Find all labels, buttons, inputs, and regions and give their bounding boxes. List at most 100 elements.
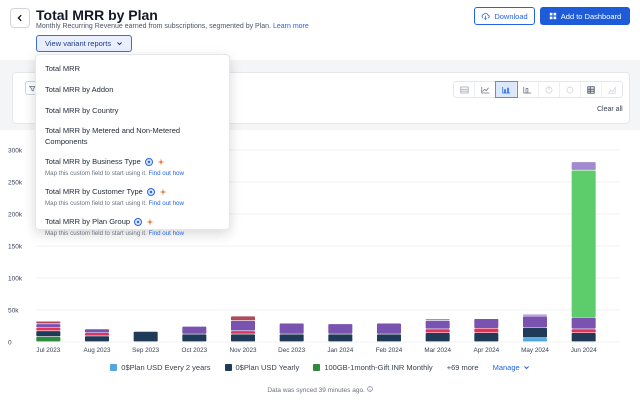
- sync-text: Data was synced 39 minutes ago.: [267, 387, 365, 394]
- add-to-dashboard-label: Add to Dashboard: [560, 11, 622, 21]
- x-tick-label: Nov 2023: [230, 347, 257, 354]
- legend-swatch: [313, 363, 321, 371]
- bar-segment: [85, 336, 109, 342]
- legend-label: 0$Plan USD Every 2 years: [121, 362, 211, 372]
- bar-segment: [85, 333, 109, 336]
- area-chart-icon: [608, 85, 616, 94]
- learn-more-link[interactable]: Learn more: [272, 23, 309, 30]
- x-tick-label: Aug 2023: [84, 347, 111, 354]
- chart-type-pie[interactable]: [539, 82, 560, 97]
- x-tick-label: Mar 2024: [424, 347, 451, 354]
- x-tick-label: Feb 2024: [376, 347, 403, 354]
- menu-item-hint: Map this custom field to start using it.…: [45, 169, 220, 178]
- chart-type-bar[interactable]: [517, 82, 539, 97]
- find-out-how-link[interactable]: Find out how: [148, 200, 184, 207]
- bar-segment: [182, 334, 207, 342]
- menu-item-by-country[interactable]: Total MRR by Country: [36, 101, 229, 122]
- y-tick-label: 100k: [8, 276, 23, 283]
- sparkle-icon: [159, 187, 167, 196]
- manage-legend-button[interactable]: Manage: [493, 363, 530, 372]
- find-out-how-link[interactable]: Find out how: [148, 230, 184, 237]
- legend-swatch: [110, 363, 118, 371]
- bar-segment: [36, 321, 61, 324]
- x-tick-label: Oct 2023: [182, 347, 208, 354]
- x-tick-label: Jul 2023: [36, 347, 60, 354]
- line-chart-icon: [481, 86, 489, 93]
- bar-chart-icon: [523, 86, 532, 93]
- menu-item-total-mrr[interactable]: Total MRR: [36, 58, 229, 80]
- back-button[interactable]: [10, 8, 30, 28]
- x-tick-label: Jan 2024: [327, 347, 353, 354]
- info-badge-icon: [146, 187, 155, 196]
- bar-segment: [36, 324, 61, 328]
- bar-segment: [425, 318, 450, 321]
- legend-item[interactable]: 0$Plan USD Every 2 years: [110, 362, 211, 372]
- chart-type-switcher: [453, 81, 623, 98]
- bar-segment: [474, 318, 499, 328]
- bar-segment: [36, 336, 61, 342]
- bar-segment: [279, 323, 304, 334]
- legend-swatch: [224, 363, 232, 371]
- y-tick-label: 0: [8, 340, 12, 347]
- info-badge-icon: [144, 157, 153, 166]
- bar-segment: [474, 333, 499, 342]
- legend-label: 0$Plan USD Yearly: [235, 362, 300, 372]
- menu-item-hint: Map this custom field to start using it.…: [45, 199, 220, 208]
- x-tick-label: Sep 2023: [132, 347, 159, 354]
- bar-segment: [571, 170, 596, 318]
- bar-segment: [36, 327, 61, 331]
- bar-segment: [279, 334, 304, 342]
- download-button[interactable]: Download: [474, 7, 535, 25]
- variant-button-label: View variant reports: [45, 39, 112, 48]
- bar-segment: [571, 162, 596, 170]
- bar-segment: [231, 320, 255, 331]
- report-header: Total MRR by Plan Monthly Recurring Reve…: [0, 0, 640, 60]
- find-out-how-link[interactable]: Find out how: [148, 170, 184, 177]
- chart-type-stacked-bar[interactable]: [495, 81, 519, 98]
- bar-segment: [523, 316, 547, 328]
- chart-type-line[interactable]: [475, 82, 497, 97]
- manage-label: Manage: [492, 362, 520, 372]
- chevron-down-icon: [117, 42, 123, 46]
- legend-item[interactable]: 0$Plan USD Yearly: [224, 362, 300, 372]
- bar-segment: [523, 327, 547, 338]
- chart-type-grid[interactable]: [581, 82, 602, 97]
- menu-item-label: Total MRR by Metered and Non-Metered Com…: [45, 126, 181, 146]
- chevron-left-icon: [17, 14, 22, 22]
- menu-item-by-addon[interactable]: Total MRR by Addon: [36, 80, 229, 101]
- page-subtitle: Monthly Recurring Revenue earned from su…: [36, 23, 309, 30]
- menu-item-by-customer-type[interactable]: Total MRR by Customer Type Map this cust…: [36, 183, 229, 213]
- menu-item-by-business-type[interactable]: Total MRR by Business Type Map this cust…: [36, 153, 229, 183]
- bar-segment: [425, 320, 450, 329]
- cloud-download-icon: [482, 12, 490, 20]
- bar-segment: [377, 323, 401, 334]
- clear-all-link[interactable]: Clear all: [597, 106, 623, 113]
- chevron-down-icon: [523, 365, 529, 369]
- legend-label: 100GB-1month-Gift INR Monthly: [324, 362, 433, 372]
- y-tick-label: 150k: [8, 244, 23, 251]
- legend-more[interactable]: +69 more: [446, 362, 479, 372]
- view-variant-reports-button[interactable]: View variant reports: [36, 35, 133, 52]
- legend-item[interactable]: 100GB-1month-Gift INR Monthly: [313, 362, 433, 372]
- x-tick-label: Dec 2023: [278, 347, 305, 354]
- bar-segment: [182, 326, 207, 334]
- bar-segment: [328, 324, 353, 334]
- bar-segment: [571, 317, 596, 329]
- chart-legend: 0$Plan USD Every 2 years 0$Plan USD Year…: [0, 360, 640, 374]
- grid-table-icon: [587, 85, 595, 94]
- chart-type-cohort[interactable]: [560, 82, 581, 97]
- bar-segment: [571, 333, 596, 342]
- sync-status: Data was synced 39 minutes ago.: [0, 386, 640, 394]
- bar-segment: [474, 328, 499, 333]
- table-icon: [459, 86, 469, 93]
- chart-type-table[interactable]: [454, 82, 476, 97]
- chart-type-area[interactable]: [602, 82, 622, 97]
- bar-segment: [85, 329, 109, 333]
- y-tick-label: 250k: [8, 180, 23, 187]
- add-to-dashboard-button[interactable]: Add to Dashboard: [540, 7, 630, 25]
- hint-text: Map this custom field to start using it.: [45, 170, 147, 177]
- menu-item-by-plan-group[interactable]: Total MRR by Plan Group Map this custom …: [36, 213, 229, 241]
- menu-item-by-metered[interactable]: Total MRR by Metered and Non-Metered Com…: [36, 122, 229, 153]
- sparkle-icon: [157, 157, 165, 166]
- menu-item-label: Total MRR by Country: [45, 106, 119, 115]
